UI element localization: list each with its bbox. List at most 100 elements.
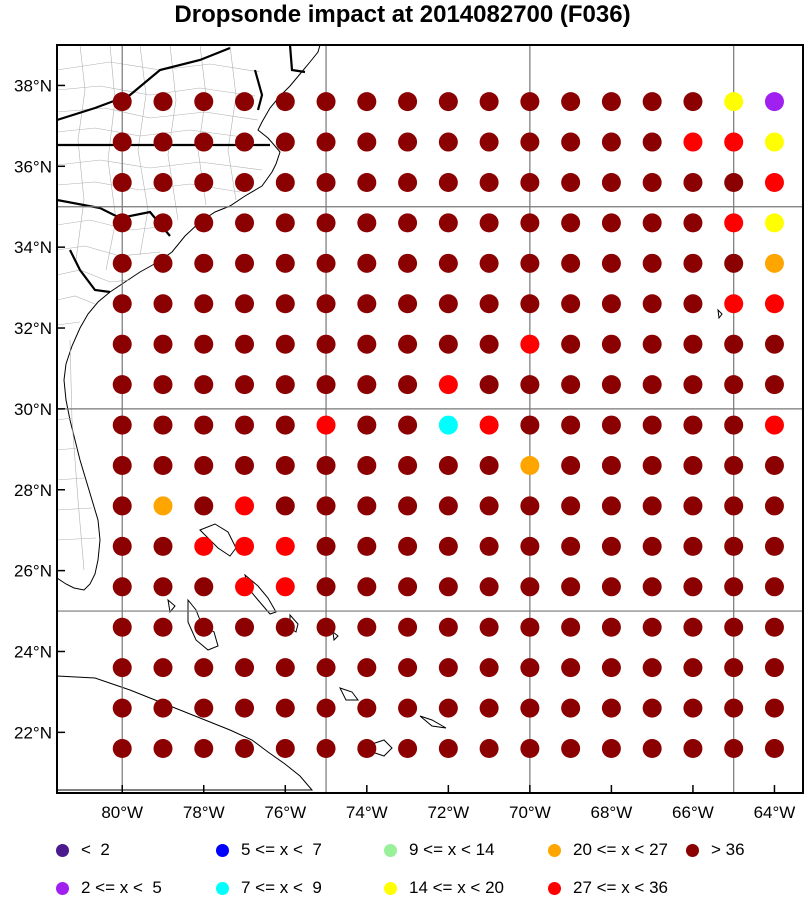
impact-point: [642, 496, 662, 516]
impact-point: [601, 253, 621, 273]
impact-point: [398, 253, 418, 273]
impact-point: [561, 415, 581, 435]
impact-point: [235, 536, 255, 556]
impact-point: [479, 132, 499, 152]
impact-point: [764, 253, 784, 273]
impact-point: [438, 375, 458, 395]
map-frame: [56, 44, 804, 794]
impact-point: [357, 253, 377, 273]
impact-point: [520, 375, 540, 395]
impact-point: [479, 577, 499, 597]
impact-point: [764, 496, 784, 516]
impact-point: [153, 577, 173, 597]
impact-point: [316, 92, 336, 112]
impact-point: [724, 739, 744, 759]
impact-point: [683, 455, 703, 475]
coastline-layer: [57, 45, 723, 791]
impact-point: [153, 698, 173, 718]
impact-point: [520, 334, 540, 354]
impact-point: [316, 739, 336, 759]
impact-point: [153, 375, 173, 395]
impact-point: [235, 415, 255, 435]
impact-point: [235, 92, 255, 112]
impact-point: [316, 213, 336, 233]
impact-point: [642, 172, 662, 192]
impact-point: [438, 739, 458, 759]
impact-point: [357, 172, 377, 192]
impact-point: [112, 617, 132, 637]
legend-item: > 36: [686, 840, 745, 860]
legend-label: 7 <= x < 9: [241, 878, 322, 897]
lon-tick-label: 68°W: [591, 803, 633, 822]
impact-point: [642, 536, 662, 556]
impact-point: [438, 92, 458, 112]
impact-point: [194, 334, 214, 354]
impact-point: [275, 294, 295, 314]
impact-point: [479, 739, 499, 759]
impact-point: [438, 617, 458, 637]
legend-item: 20 <= x < 27: [548, 840, 668, 860]
impact-point: [764, 334, 784, 354]
impact-point: [438, 294, 458, 314]
impact-point: [112, 496, 132, 516]
lat-tick-label: 24°N: [14, 642, 52, 661]
impact-point: [601, 698, 621, 718]
impact-point: [194, 577, 214, 597]
impact-point: [561, 739, 581, 759]
legend-label: 14 <= x < 20: [409, 878, 504, 897]
impact-point: [683, 92, 703, 112]
impact-point: [194, 415, 214, 435]
impact-point: [194, 294, 214, 314]
impact-point: [275, 455, 295, 475]
impact-point: [235, 294, 255, 314]
lon-tick-label: 78°W: [183, 803, 225, 822]
impact-point: [357, 213, 377, 233]
impact-point: [398, 92, 418, 112]
impact-point: [357, 577, 377, 597]
impact-point: [194, 213, 214, 233]
impact-point: [194, 658, 214, 678]
impact-point: [194, 739, 214, 759]
impact-point: [275, 415, 295, 435]
impact-point: [398, 496, 418, 516]
impact-point: [642, 132, 662, 152]
legend-swatch: [548, 881, 561, 895]
impact-point: [357, 92, 377, 112]
impact-point: [398, 213, 418, 233]
impact-point: [724, 253, 744, 273]
impact-point: [316, 253, 336, 273]
legend-item: 5 <= x < 7: [216, 840, 322, 860]
impact-point: [479, 455, 499, 475]
impact-point: [357, 658, 377, 678]
impact-point: [357, 617, 377, 637]
impact-point: [683, 415, 703, 435]
lat-tick-label: 34°N: [14, 238, 52, 257]
lon-tick-label: 70°W: [509, 803, 551, 822]
impact-point: [520, 415, 540, 435]
impact-point: [153, 132, 173, 152]
impact-point: [764, 658, 784, 678]
impact-point: [683, 294, 703, 314]
impact-point: [357, 698, 377, 718]
impact-point: [601, 577, 621, 597]
impact-point: [561, 172, 581, 192]
impact-point: [479, 334, 499, 354]
impact-point: [724, 132, 744, 152]
impact-point: [235, 334, 255, 354]
impact-point: [112, 455, 132, 475]
impact-point: [520, 132, 540, 152]
impact-point: [561, 375, 581, 395]
legend-item: 2 <= x < 5: [56, 878, 162, 898]
dropsonde-impact-map: 80°W 78°W 76°W 74°W 72°W 70°W 68°W 66°W 64°W 22°N…: [14, 44, 804, 822]
impact-point: [438, 253, 458, 273]
lat-tick-label: 28°N: [14, 481, 52, 500]
impact-point: [724, 536, 744, 556]
impact-point: [235, 739, 255, 759]
impact-point: [398, 536, 418, 556]
impact-point: [275, 698, 295, 718]
impact-point: [479, 213, 499, 233]
impact-point: [601, 455, 621, 475]
impact-point: [112, 334, 132, 354]
impact-point: [316, 698, 336, 718]
impact-point: [275, 132, 295, 152]
